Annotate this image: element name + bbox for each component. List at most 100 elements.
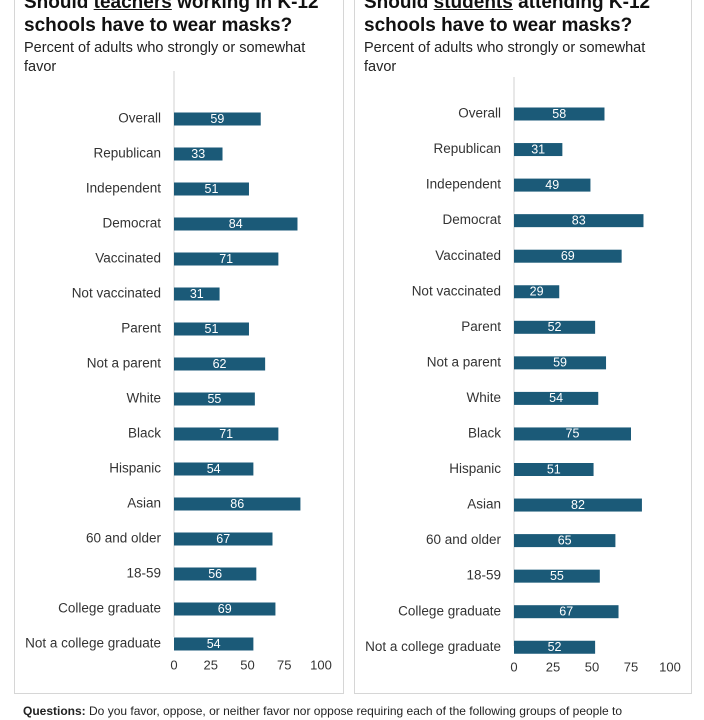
x-tick-label: 50: [585, 659, 599, 674]
data-label: 83: [572, 213, 586, 227]
bar: [514, 534, 616, 548]
bar: [174, 322, 249, 336]
category-label: Not vaccinated: [72, 286, 161, 301]
category-label: 60 and older: [86, 531, 162, 546]
category-label: Independent: [426, 177, 501, 192]
category-label: Not a parent: [87, 356, 162, 371]
bar: [514, 498, 642, 512]
chart-title-suffix: attending K-12 schools have to wear mask…: [364, 0, 651, 36]
x-tick-label: 100: [310, 657, 332, 672]
bar: [514, 178, 591, 192]
data-label: 75: [566, 427, 580, 441]
bar: [514, 285, 560, 299]
bar: [514, 569, 600, 583]
x-tick-label: 0: [510, 659, 517, 674]
category-label: 18-59: [466, 568, 501, 583]
footer-question: Questions: Do you favor, oppose, or neit…: [23, 704, 683, 719]
chart-subtitle: Percent of adults who strongly or somewh…: [24, 40, 306, 75]
data-label: 65: [558, 533, 572, 547]
data-label: 69: [561, 249, 575, 263]
category-label: Parent: [121, 321, 161, 336]
data-label: 54: [549, 391, 563, 405]
bar: [514, 605, 619, 619]
bar: [174, 637, 254, 651]
bar: [514, 320, 596, 334]
bar: [174, 182, 249, 196]
data-label: 52: [548, 640, 562, 654]
category-label: Hispanic: [109, 461, 161, 476]
data-label: 31: [531, 142, 545, 156]
category-label: Not vaccinated: [412, 283, 501, 298]
category-label: Not a college graduate: [365, 639, 501, 654]
bar: [174, 427, 279, 441]
category-label: College graduate: [58, 601, 161, 616]
chart-title-suffix: working in K-12 schools have to wear mas…: [24, 0, 319, 36]
bar: [174, 392, 255, 406]
bar: [514, 427, 631, 441]
chart-title-emphasis: students: [433, 0, 513, 13]
data-label: 31: [190, 287, 204, 301]
data-label: 69: [218, 602, 232, 616]
data-label: 84: [229, 217, 243, 231]
bar: [174, 602, 276, 616]
category-label: Hispanic: [449, 461, 501, 476]
category-label: 60 and older: [426, 532, 502, 547]
bar: [514, 107, 605, 121]
x-tick-label: 100: [659, 659, 681, 674]
chart-panel-teachers: Should teachers working in K-12 schools …: [14, 0, 344, 694]
bar: [174, 567, 257, 581]
data-label: 82: [571, 498, 585, 512]
data-label: 59: [553, 356, 567, 370]
x-tick-label: 25: [204, 657, 218, 672]
chart-subtitle: Percent of adults who strongly or somewh…: [364, 40, 646, 75]
category-label: Parent: [461, 319, 501, 334]
data-label: 86: [230, 497, 244, 511]
x-tick-label: 0: [170, 657, 177, 672]
chart-title-prefix: Should: [364, 0, 434, 13]
bar: [174, 217, 298, 231]
data-label: 54: [207, 637, 221, 651]
bar: [514, 391, 599, 405]
bar: [174, 497, 301, 511]
bar: [174, 357, 266, 371]
x-tick-label: 25: [546, 659, 560, 674]
category-label: White: [466, 390, 501, 405]
data-label: 55: [550, 569, 564, 583]
category-label: Republican: [433, 141, 501, 156]
category-label: Democrat: [102, 216, 161, 231]
category-label: Not a parent: [427, 354, 502, 369]
bar-chart-teachers: Overall 59 Republican 33 Independent 51 Democr…: [25, 71, 332, 672]
bar: [174, 252, 279, 266]
chart-title: Should students attending K-12 schools h…: [364, 0, 691, 37]
data-label: 29: [530, 285, 544, 299]
category-label: Vaccinated: [435, 248, 501, 263]
category-label: Democrat: [442, 212, 501, 227]
category-label: 18-59: [126, 566, 161, 581]
category-label: Independent: [86, 181, 161, 196]
category-label: Not a college graduate: [25, 636, 161, 651]
bar: [174, 287, 220, 301]
bar: [514, 249, 622, 263]
data-label: 71: [219, 427, 233, 441]
data-label: 49: [545, 178, 559, 192]
category-label: Black: [128, 426, 161, 441]
data-label: 55: [207, 392, 221, 406]
footer-label: Questions:: [23, 704, 86, 718]
chart-title-emphasis: teachers: [93, 0, 172, 13]
x-tick-label: 50: [240, 657, 254, 672]
data-label: 54: [207, 462, 221, 476]
bar: [514, 356, 607, 370]
data-label: 71: [219, 252, 233, 266]
chart-panel-students: Should students attending K-12 schools h…: [354, 0, 692, 694]
category-label: Black: [468, 426, 501, 441]
bar: [174, 147, 223, 161]
bar: [514, 214, 644, 228]
data-label: 67: [216, 532, 230, 546]
data-label: 56: [208, 567, 222, 581]
bar: [174, 462, 254, 476]
bar: [174, 112, 261, 126]
data-label: 51: [547, 462, 561, 476]
data-label: 62: [213, 357, 227, 371]
category-label: Asian: [467, 497, 501, 512]
data-label: 67: [559, 604, 573, 618]
